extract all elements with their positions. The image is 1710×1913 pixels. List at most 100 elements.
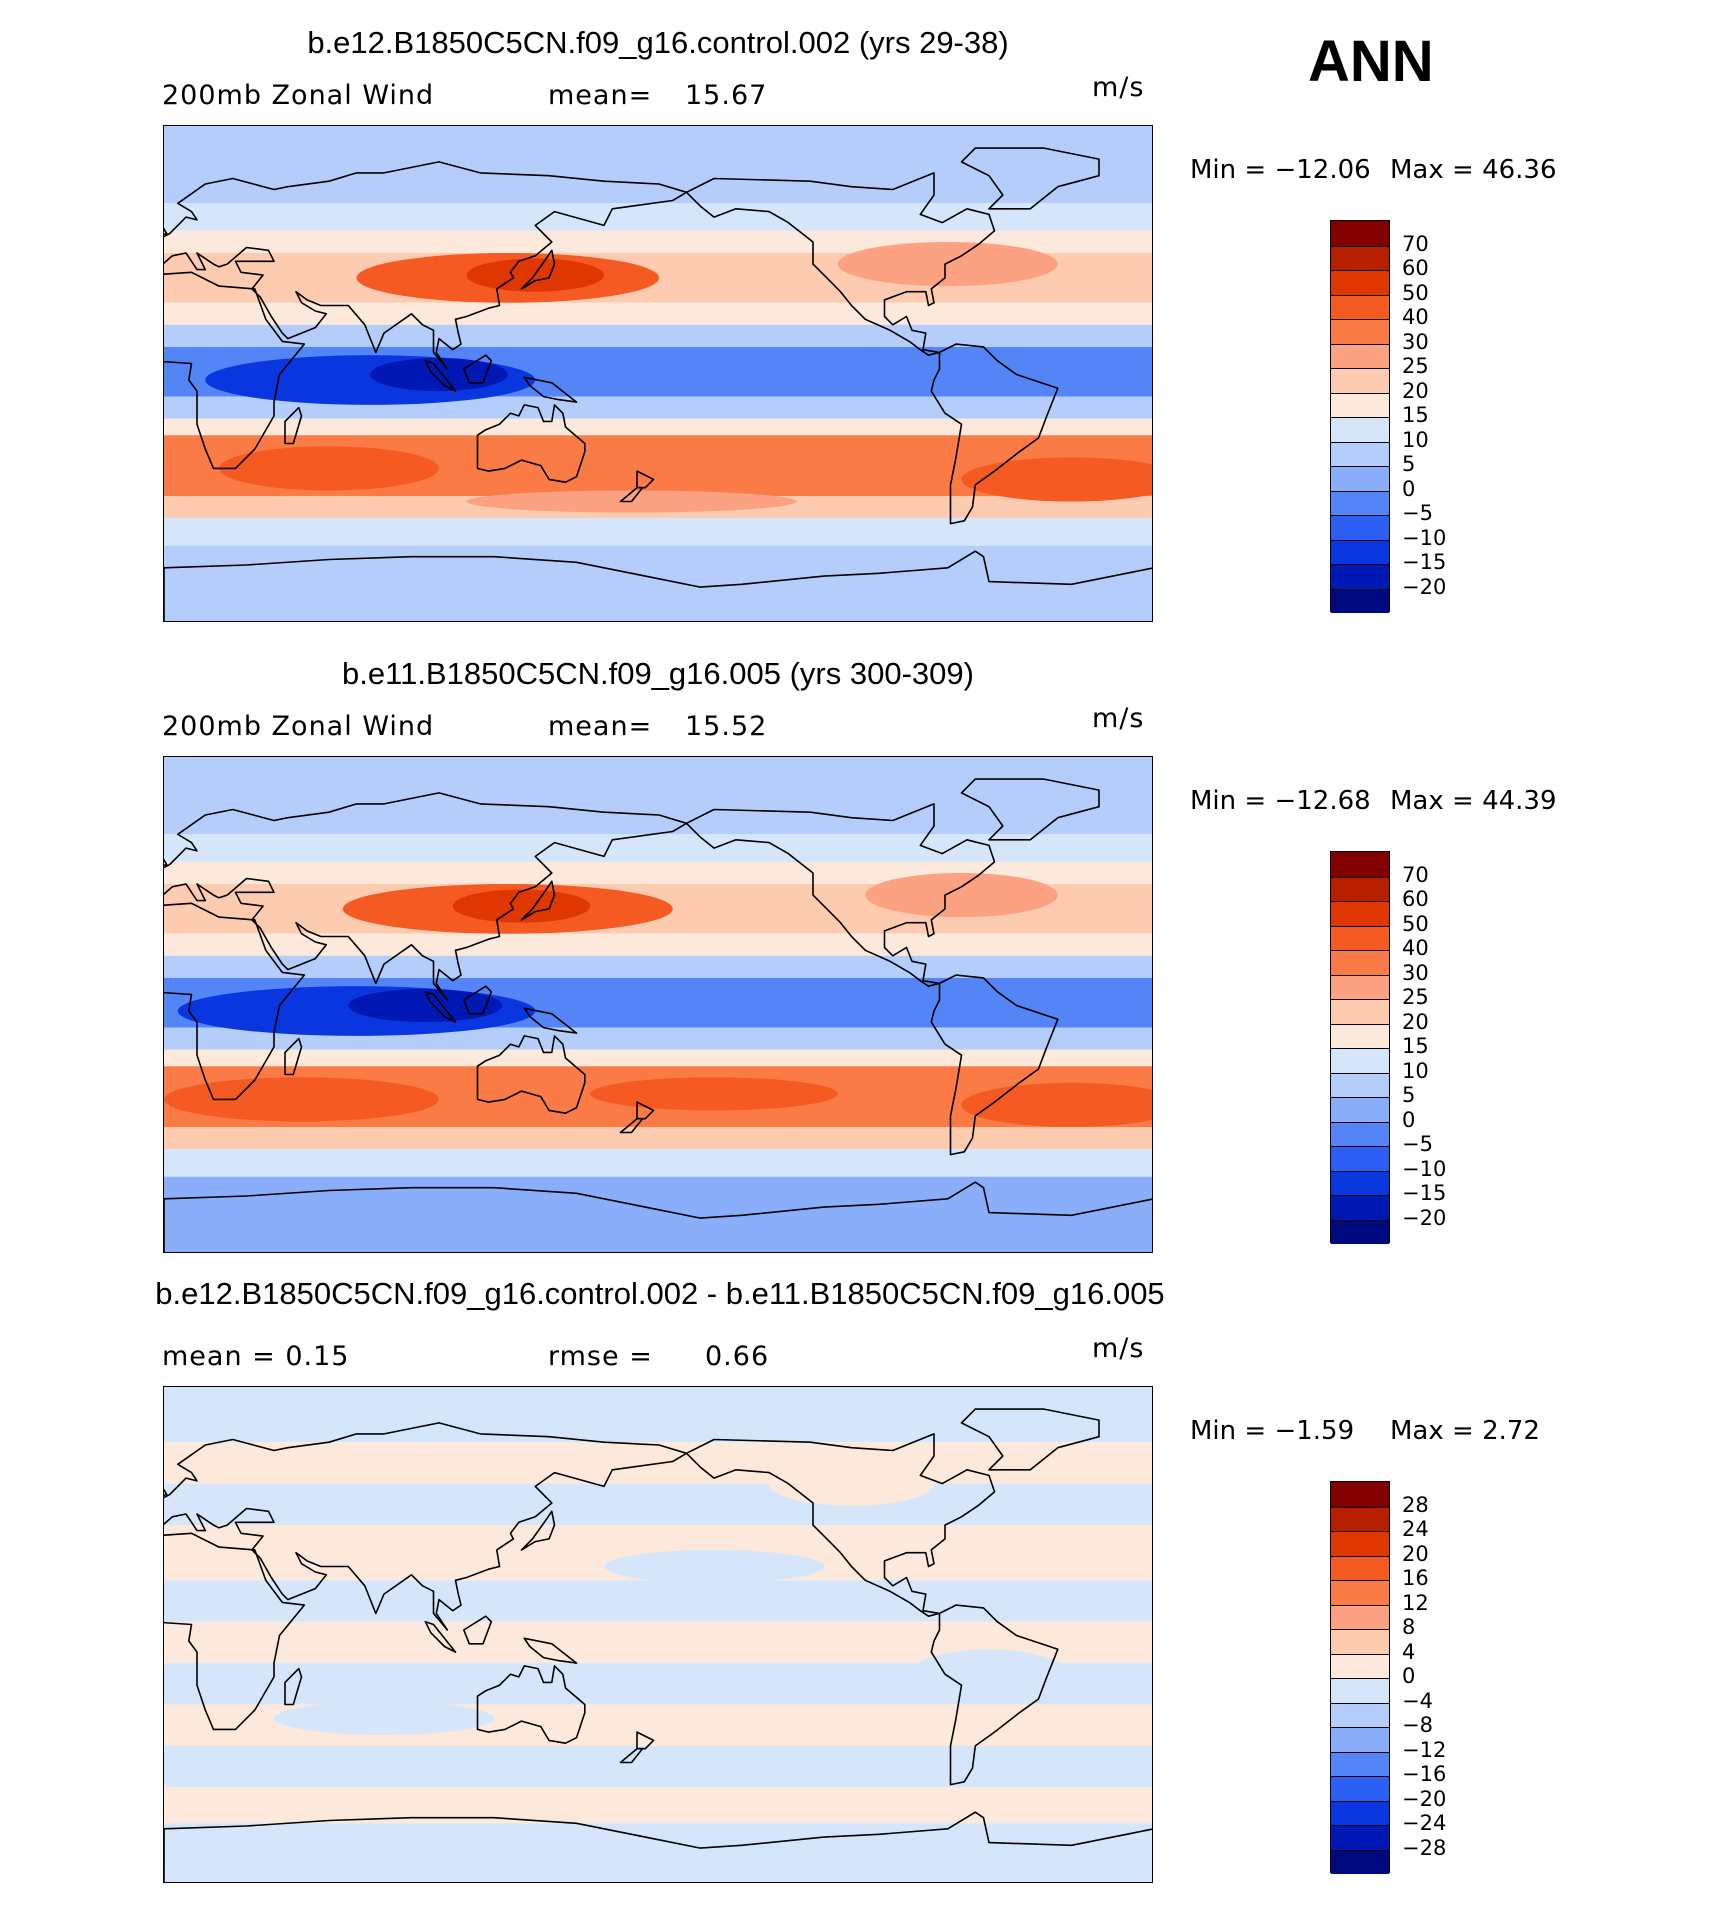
coastline-antarctica (164, 1811, 1152, 1882)
colorbar (1330, 851, 1390, 1244)
colorbar-swatch (1331, 1072, 1389, 1097)
colorbar-swatch (1331, 1629, 1389, 1654)
colorbar-swatch (1331, 441, 1389, 466)
coastline-sumatra (424, 990, 457, 1023)
field-min: Min = −12.68 (1190, 786, 1371, 816)
coastline-madagascar (284, 1037, 303, 1076)
coastline-africa (164, 902, 306, 1101)
contour-band (164, 1387, 1152, 1443)
colorbar-label: 40 (1402, 305, 1429, 329)
colorbar-label: 20 (1402, 1541, 1429, 1566)
colorbar-label: 16 (1402, 1566, 1429, 1590)
contour-band (164, 418, 1152, 436)
coastline-namerica (685, 1433, 996, 1617)
colorbar-label: −5 (1402, 1132, 1433, 1156)
coastline-madagascar (284, 1667, 303, 1706)
panel-stat-value: 0.66 (705, 1341, 770, 1372)
colorbar-label: 10 (1402, 1058, 1429, 1083)
colorbar-swatch (1331, 539, 1389, 564)
contour-blob (769, 1461, 934, 1506)
contour-blob (452, 889, 591, 923)
panel-title: b.e12.B1850C5CN.f09_g16.control.002 (yrs… (307, 25, 1009, 60)
colorbar-swatch (1331, 1702, 1389, 1727)
coastline-africa (164, 1532, 306, 1731)
contour-band (164, 1126, 1152, 1150)
colorbar-swatch (1331, 294, 1389, 319)
colorbar-swatch (1331, 1170, 1389, 1195)
contour-band (164, 1745, 1152, 1788)
contour-band (164, 1483, 1152, 1526)
colorbar-label: −24 (1402, 1811, 1447, 1835)
contour-blob (219, 446, 439, 491)
map-field (164, 1387, 1152, 1882)
coastline-nz2 (619, 1747, 644, 1764)
colorbar-swatch (1331, 343, 1389, 368)
coastline-australia (476, 1665, 586, 1744)
panel-left-text: 200mb Zonal Wind (162, 711, 435, 742)
coastline-uk (164, 227, 168, 235)
colorbar-swatch (1331, 1023, 1389, 1048)
field-min: Min = −12.06 (1190, 155, 1371, 185)
coastline-nz2 (619, 486, 644, 503)
colorbar-swatch (1331, 221, 1389, 246)
contour-blob (590, 1077, 838, 1111)
colorbar-label: 60 (1402, 887, 1429, 911)
colorbar-label: 5 (1402, 1083, 1416, 1107)
colorbar-label: −15 (1402, 550, 1447, 574)
coastline-sumatra (424, 359, 457, 392)
map-panel (163, 756, 1153, 1253)
colorbar-label: 50 (1402, 911, 1429, 936)
colorbar-label: −20 (1402, 574, 1447, 599)
coastline-newguinea (523, 376, 578, 403)
field-max: Max = 46.36 (1390, 155, 1557, 185)
panel-stat-value: 15.52 (685, 711, 768, 742)
coastline-japan (520, 880, 556, 921)
field-max: Max = 44.39 (1390, 786, 1557, 816)
colorbar-swatch (1331, 1506, 1389, 1531)
coastline-samerica (930, 343, 1059, 525)
contour-blob (961, 1082, 1152, 1127)
coastline-antarctica (164, 1181, 1152, 1252)
coastline-europe (164, 792, 688, 1001)
coastline-borneo (463, 354, 493, 384)
colorbar-label: 30 (1402, 960, 1429, 985)
contour-band (164, 955, 1152, 978)
season-label: ANN (1308, 29, 1434, 94)
colorbar-swatch (1331, 1580, 1389, 1605)
map-field (164, 126, 1152, 621)
field-min: Min = −1.59 (1190, 1416, 1355, 1446)
contour-band (164, 1049, 1152, 1067)
panel-units: m/s (1092, 72, 1145, 103)
coastline-antarctica (164, 550, 1152, 621)
contour-band (164, 1823, 1152, 1882)
colorbar-swatch (1331, 392, 1389, 417)
colorbar-swatch (1331, 852, 1389, 877)
colorbar-swatch (1331, 368, 1389, 393)
contour-band (164, 933, 1152, 956)
colorbar-swatch (1331, 1195, 1389, 1220)
colorbar (1330, 1481, 1390, 1874)
colorbar-label: 15 (1402, 403, 1429, 427)
panel-left-text: mean = 0.15 (162, 1341, 350, 1372)
colorbar-swatch (1331, 1219, 1389, 1244)
coastline-japan (520, 1510, 556, 1551)
colorbar-swatch (1331, 1482, 1389, 1507)
colorbar-label: 24 (1402, 1517, 1429, 1541)
panel-title: b.e11.B1850C5CN.f09_g16.005 (yrs 300-309… (342, 656, 974, 691)
field-max: Max = 2.72 (1390, 1416, 1540, 1446)
colorbar-swatch (1331, 490, 1389, 515)
contour-blob (837, 241, 1058, 287)
colorbar-label: 8 (1402, 1615, 1416, 1639)
colorbar-label: 0 (1402, 476, 1416, 501)
colorbar-label: −12 (1402, 1737, 1447, 1762)
colorbar-swatch (1331, 1800, 1389, 1825)
colorbar-swatch (1331, 876, 1389, 901)
colorbar-label: −10 (1402, 1156, 1447, 1181)
colorbar-label: −5 (1402, 501, 1433, 525)
colorbar-swatch (1331, 417, 1389, 442)
coastline-madagascar (284, 406, 303, 445)
colorbar-swatch (1331, 270, 1389, 295)
colorbar-swatch (1331, 1048, 1389, 1073)
colorbar-label: 15 (1402, 1034, 1429, 1058)
contour-band (164, 757, 1152, 835)
